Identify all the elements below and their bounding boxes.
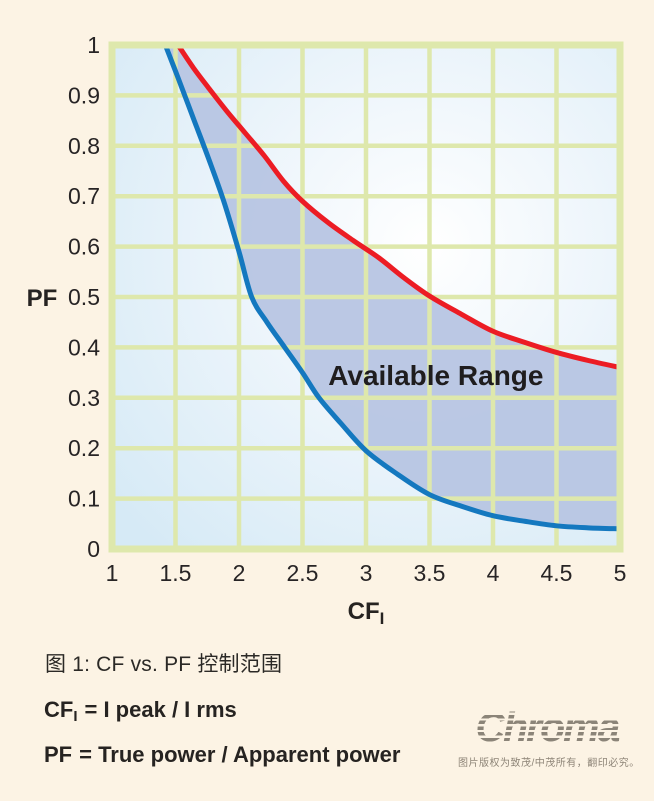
x-tick-label: 3.5 <box>414 560 446 586</box>
available-range-label: Available Range <box>328 360 543 391</box>
cf-definition-text: = I peak / I rms <box>84 697 237 722</box>
figure-caption: 图 1: CF vs. PF 控制范围 <box>45 653 283 676</box>
x-tick-label: 2.5 <box>287 560 319 586</box>
x-tick-label: 5 <box>614 560 627 586</box>
y-axis-title: PF <box>27 285 58 312</box>
plot-border <box>108 41 624 553</box>
y-tick-label: 0 <box>87 536 100 562</box>
cf-definition: CFI = I peak / I rms <box>44 697 237 725</box>
cf-term-subscript: I <box>73 708 78 725</box>
chroma-logo-text: Chroma <box>475 704 621 750</box>
lower-limit-curve <box>162 45 620 532</box>
y-tick-label: 1 <box>87 32 100 58</box>
available-range-band <box>165 45 620 529</box>
chroma-logo: Chroma 图片版权为致茂/中茂所有，翻印必究。 <box>458 703 640 769</box>
upper-limit-curve <box>175 45 620 371</box>
y-tick-label: 0.9 <box>68 82 100 108</box>
y-tick-label: 0.6 <box>68 234 100 260</box>
pf-definition-text: = True power / Apparent power <box>79 742 401 767</box>
x-axis-title: CFI <box>348 598 385 628</box>
y-tick-label: 0.7 <box>68 183 100 209</box>
x-tick-label: 4.5 <box>541 560 573 586</box>
x-tick-label: 4 <box>487 560 500 586</box>
pf-term: PF <box>44 742 73 767</box>
cf-pf-chart: Available Range 1 0.9 0.8 0.7 0.6 0.5 0.4 0.3 0.2… <box>27 32 627 628</box>
y-tick-label: 0.8 <box>68 133 100 159</box>
cf-term: CF <box>44 697 74 722</box>
x-tick-label: 2 <box>233 560 246 586</box>
x-tick-label: 1.5 <box>160 560 192 586</box>
x-tick-label: 3 <box>360 560 373 586</box>
copyright-text: 图片版权为致茂/中茂所有，翻印必究。 <box>458 758 640 769</box>
x-tick-label: 1 <box>106 560 119 586</box>
y-tick-label: 0.5 <box>68 284 100 310</box>
y-tick-label: 0.1 <box>68 486 100 512</box>
y-tick-label: 0.2 <box>68 435 100 461</box>
pf-definition: PF = True power / Apparent power <box>44 742 400 768</box>
y-tick-label: 0.3 <box>68 385 100 411</box>
y-tick-label: 0.4 <box>68 334 100 360</box>
plot-area <box>112 45 620 549</box>
